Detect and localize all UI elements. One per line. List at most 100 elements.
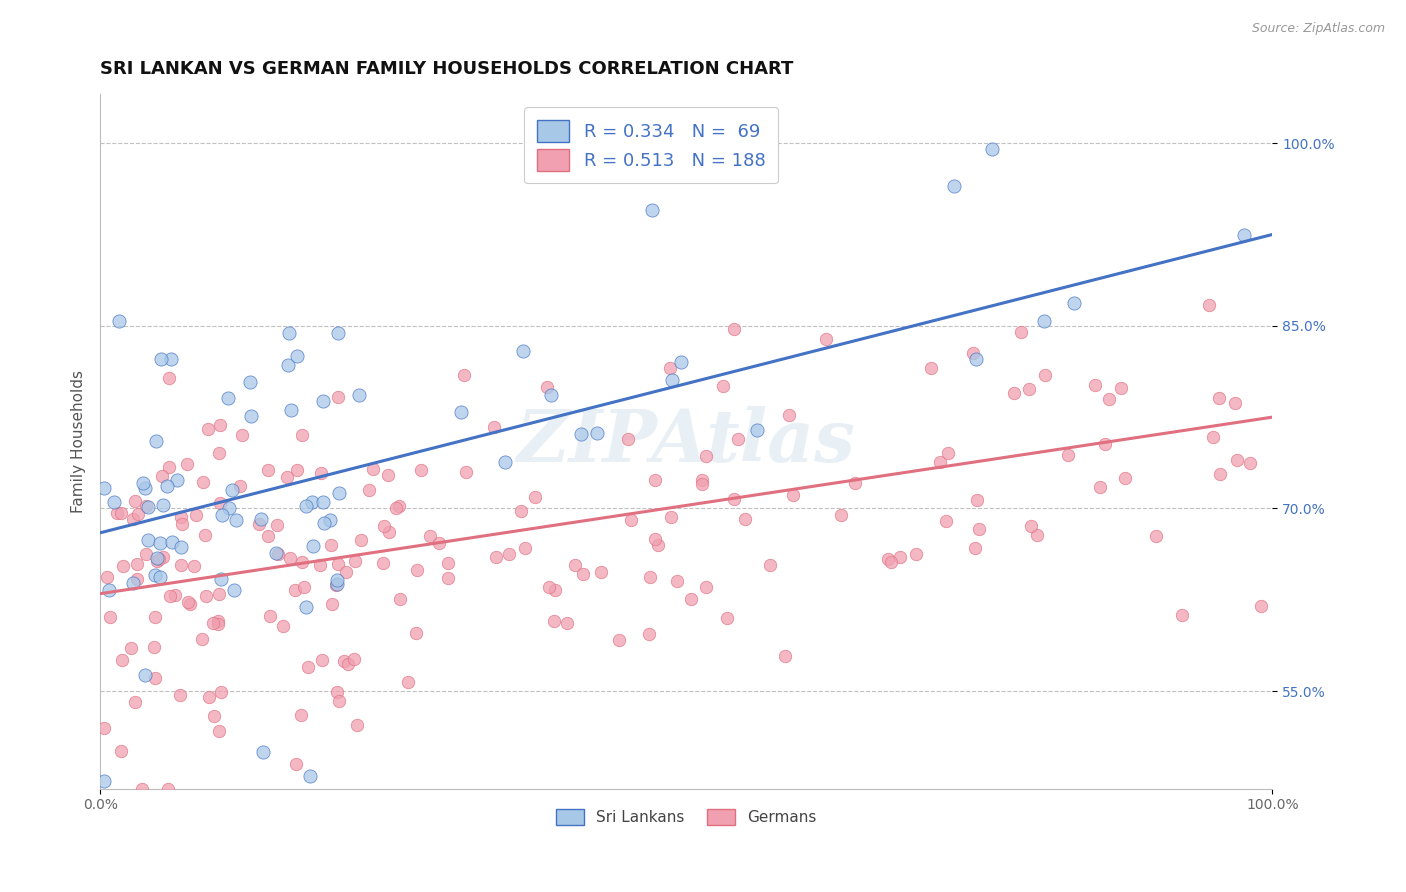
Point (111, 558, 134, 573)
Point (1002, 386, 1025, 401)
Point (207, 587, 229, 601)
Point (498, 547, 520, 561)
Point (177, 595, 200, 609)
Point (166, 473, 188, 487)
Point (981, 142, 1004, 156)
Point (179, 597, 201, 611)
Point (373, 519, 395, 533)
Point (659, 509, 682, 524)
Point (454, 465, 477, 479)
Point (207, 616, 229, 631)
Point (1094, 436, 1116, 450)
Point (277, 326, 299, 341)
Point (266, 518, 288, 533)
Point (644, 473, 666, 487)
Point (291, 428, 314, 442)
Point (257, 463, 280, 477)
Point (555, 616, 578, 631)
Point (1088, 480, 1111, 494)
Point (136, 500, 159, 514)
Point (1018, 382, 1040, 396)
Point (145, 554, 167, 568)
Point (564, 558, 586, 572)
Point (936, 446, 959, 460)
Point (876, 552, 898, 566)
Point (229, 479, 252, 493)
Point (1144, 529, 1167, 543)
Point (540, 388, 562, 402)
Point (1019, 518, 1042, 533)
Point (620, 513, 643, 527)
Point (170, 558, 193, 572)
Point (966, 493, 988, 508)
Point (301, 494, 323, 508)
Point (170, 540, 193, 554)
Point (135, 547, 157, 561)
Point (695, 581, 717, 595)
Point (290, 708, 312, 723)
Point (152, 549, 174, 564)
Point (127, 507, 149, 521)
Point (385, 500, 408, 515)
Point (344, 554, 367, 568)
Point (935, 514, 957, 528)
Point (388, 592, 411, 607)
Point (485, 550, 508, 565)
Point (1201, 430, 1223, 444)
Point (157, 371, 180, 385)
Point (259, 608, 281, 623)
Point (321, 597, 343, 611)
Point (142, 640, 165, 654)
Point (644, 532, 666, 546)
Point (122, 575, 145, 590)
Point (209, 417, 232, 432)
Point (405, 626, 427, 640)
Point (965, 541, 987, 555)
Point (170, 517, 193, 532)
Point (328, 694, 350, 708)
Point (301, 539, 323, 553)
Point (276, 470, 298, 484)
Point (427, 536, 450, 550)
Point (209, 684, 232, 698)
Point (346, 718, 368, 732)
Point (406, 563, 429, 577)
Point (198, 690, 221, 705)
Point (231, 428, 253, 442)
Point (759, 558, 782, 572)
Point (377, 525, 399, 540)
Point (388, 500, 411, 514)
Point (143, 568, 166, 582)
Point (350, 533, 373, 547)
Point (544, 582, 567, 597)
Point (105, 506, 128, 520)
Point (589, 565, 612, 579)
Point (309, 466, 332, 480)
Point (284, 583, 307, 598)
Point (291, 555, 314, 569)
Point (287, 349, 309, 363)
Point (183, 559, 205, 574)
Point (1223, 395, 1246, 409)
Point (928, 455, 950, 469)
Point (647, 538, 669, 552)
Legend: Sri Lankans, Germans: Sri Lankans, Germans (548, 801, 824, 833)
Point (93, 774, 115, 789)
Point (879, 555, 901, 569)
Point (312, 516, 335, 530)
Point (124, 695, 146, 709)
Point (209, 572, 232, 586)
Point (267, 548, 290, 562)
Point (150, 469, 173, 483)
Point (132, 476, 155, 491)
Point (1109, 381, 1132, 395)
Point (1250, 599, 1272, 613)
Point (218, 500, 240, 515)
Point (160, 534, 183, 549)
Point (711, 378, 734, 392)
Point (96, 570, 118, 584)
Point (149, 570, 172, 584)
Point (93, 481, 115, 495)
Point (103, 495, 125, 509)
Point (411, 463, 433, 477)
